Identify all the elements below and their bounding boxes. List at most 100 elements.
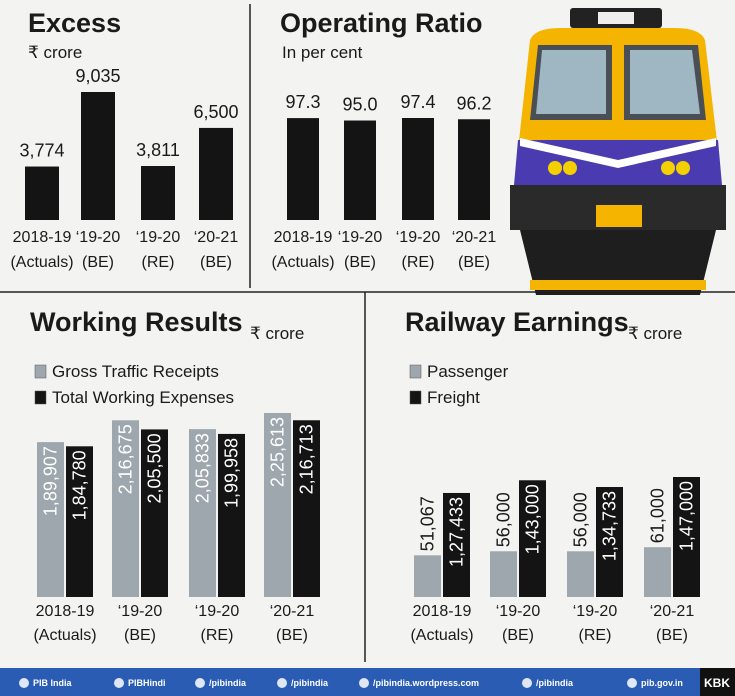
chart-subtitle: ₹ crore — [628, 324, 682, 343]
x-tick-label: (BE) — [458, 254, 490, 271]
value-label: 97.4 — [400, 92, 435, 112]
x-tick-label: (BE) — [276, 627, 308, 644]
bar — [644, 547, 671, 597]
bar — [490, 551, 517, 597]
value-label: 1,89,907 — [41, 446, 61, 516]
value-label: 1,99,958 — [222, 438, 242, 508]
value-label: 6,500 — [193, 102, 238, 122]
footer-handle: PIBHindi — [128, 678, 166, 688]
x-tick-label: ‘20-21 — [452, 229, 497, 246]
legend-label: Total Working Expenses — [52, 388, 234, 407]
x-tick-label: ‘20-21 — [270, 603, 315, 620]
legend-label: Freight — [427, 388, 480, 407]
x-tick-label: 2018-19 — [274, 229, 333, 246]
x-tick-label: (BE) — [656, 627, 688, 644]
x-tick-label: ‘19-20 — [76, 229, 121, 246]
x-tick-label: ‘20-21 — [650, 603, 695, 620]
x-tick-label: ‘20-21 — [194, 229, 239, 246]
x-tick-label: (BE) — [200, 254, 232, 271]
footer-handle: /pibindia — [209, 678, 247, 688]
value-label: 1,43,000 — [523, 484, 543, 554]
legend-label: Gross Traffic Receipts — [52, 362, 219, 381]
x-tick-label: 2018-19 — [413, 603, 472, 620]
x-tick-label: (Actuals) — [33, 627, 96, 644]
value-label: 3,774 — [19, 141, 64, 161]
bar — [287, 118, 319, 220]
x-tick-label: (RE) — [402, 254, 435, 271]
bar — [344, 121, 376, 220]
x-tick-label: (RE) — [579, 627, 612, 644]
social-icon — [359, 678, 369, 688]
value-label: 9,035 — [75, 66, 120, 86]
bar — [458, 119, 490, 220]
bar — [567, 551, 594, 597]
footer-credit: KBK — [704, 676, 730, 690]
x-tick-label: (Actuals) — [410, 627, 473, 644]
footer-handle: /pibindia — [536, 678, 574, 688]
chart-title: Working Results — [30, 307, 243, 337]
social-icon — [522, 678, 532, 688]
x-tick-label: ‘19-20 — [573, 603, 618, 620]
social-icon — [114, 678, 124, 688]
x-tick-label: ‘19-20 — [496, 603, 541, 620]
bar — [199, 128, 233, 220]
x-tick-label: (BE) — [344, 254, 376, 271]
bar — [25, 167, 59, 220]
value-label: 1,84,780 — [70, 450, 90, 520]
value-label: 3,811 — [136, 140, 180, 160]
value-label: 1,47,000 — [677, 481, 697, 551]
social-icon — [627, 678, 637, 688]
bar — [414, 555, 441, 597]
chart-title: Railway Earnings — [405, 307, 629, 337]
x-tick-label: (BE) — [502, 627, 534, 644]
chart-subtitle: ₹ crore — [28, 43, 82, 62]
value-label: 1,27,433 — [447, 497, 467, 567]
legend-swatch — [35, 391, 46, 404]
chart-subtitle: In per cent — [282, 43, 363, 62]
footer-handle: /pibindia.wordpress.com — [373, 678, 479, 688]
x-tick-label: (RE) — [142, 254, 175, 271]
x-tick-label: ‘19-20 — [136, 229, 181, 246]
value-label: 2,05,500 — [145, 433, 165, 503]
footer-handle: pib.gov.in — [641, 678, 683, 688]
footer-handle: PIB India — [33, 678, 72, 688]
value-label: 61,000 — [648, 488, 668, 543]
bar — [81, 92, 115, 220]
chart-title: Operating Ratio — [280, 8, 483, 38]
value-label: 2,25,613 — [268, 417, 288, 487]
value-label: 51,067 — [418, 496, 438, 551]
legend-label: Passenger — [427, 362, 509, 381]
value-label: 1,34,733 — [600, 491, 620, 561]
chart-subtitle: ₹ crore — [250, 324, 304, 343]
train-illustration — [510, 8, 726, 295]
value-label: 56,000 — [494, 492, 514, 547]
x-tick-label: ‘19-20 — [118, 603, 163, 620]
chart-title: Excess — [28, 8, 121, 38]
value-label: 95.0 — [342, 95, 377, 115]
value-label: 96.2 — [456, 93, 491, 113]
bar — [402, 118, 434, 220]
footer-handle: /pibindia — [291, 678, 329, 688]
value-label: 56,000 — [571, 492, 591, 547]
x-tick-label: (RE) — [201, 627, 234, 644]
infographic: Excess₹ crore2018-19(Actuals)‘19-20(BE)‘… — [0, 0, 735, 696]
social-icon — [195, 678, 205, 688]
value-label: 2,16,713 — [297, 424, 317, 494]
x-tick-label: (Actuals) — [10, 254, 73, 271]
x-tick-label: 2018-19 — [36, 603, 95, 620]
legend-swatch — [410, 365, 421, 378]
bar — [141, 166, 175, 220]
x-tick-label: 2018-19 — [13, 229, 72, 246]
x-tick-label: ‘19-20 — [195, 603, 240, 620]
legend-swatch — [35, 365, 46, 378]
social-icon — [19, 678, 29, 688]
x-tick-label: ‘19-20 — [338, 229, 383, 246]
value-label: 2,16,675 — [116, 424, 136, 494]
x-tick-label: ‘19-20 — [396, 229, 441, 246]
x-tick-label: (Actuals) — [271, 254, 334, 271]
legend-swatch — [410, 391, 421, 404]
value-label: 97.3 — [285, 92, 320, 112]
x-tick-label: (BE) — [124, 627, 156, 644]
value-label: 2,05,833 — [193, 433, 213, 503]
social-icon — [277, 678, 287, 688]
